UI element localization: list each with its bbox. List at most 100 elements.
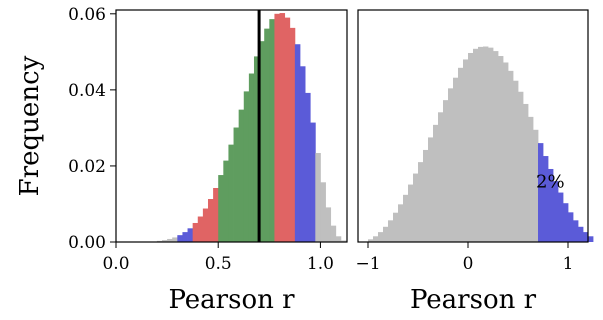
histogram-bar <box>340 240 347 242</box>
histogram-bar <box>498 56 504 243</box>
histogram-bar <box>330 225 337 242</box>
histogram-bar <box>248 73 255 242</box>
left-plot-frame <box>115 9 348 243</box>
histogram-bar <box>187 228 194 242</box>
histogram-bar <box>299 66 306 243</box>
left-histogram-bars <box>156 13 347 243</box>
histogram-bar <box>192 222 199 242</box>
histogram-bar <box>523 103 529 243</box>
histogram-bar <box>243 91 250 242</box>
histogram-bar <box>578 226 584 242</box>
histogram-bar <box>213 187 219 242</box>
right-x-ticks: −1 0 1 <box>355 242 573 274</box>
tail-percentage-annotation: 2% <box>536 172 565 193</box>
histogram-bar <box>563 203 569 242</box>
histogram-bar <box>305 92 311 243</box>
histogram-bar <box>538 143 544 242</box>
histogram-bar <box>518 91 524 242</box>
histogram-bar <box>553 181 559 242</box>
histogram-bar <box>503 62 509 242</box>
y-tick-label: 0.06 <box>68 5 106 25</box>
histogram-bar <box>388 220 394 242</box>
right-histogram-bars <box>368 46 594 243</box>
histogram-bar <box>478 46 484 243</box>
histogram-bar <box>568 212 574 242</box>
histogram-bar <box>488 47 494 242</box>
histogram-bar <box>294 44 301 242</box>
histogram-bar <box>393 212 399 242</box>
histogram-bar <box>182 232 188 242</box>
histogram-bar <box>453 77 459 242</box>
histogram-bar <box>233 127 240 242</box>
histogram-bar <box>197 216 204 242</box>
x-tick-label: 1 <box>563 254 574 274</box>
histogram-bar <box>583 232 589 242</box>
y-axis-title: Frequency <box>15 55 45 196</box>
histogram-bar <box>167 238 173 242</box>
histogram-bar <box>543 156 549 242</box>
histogram-bar <box>428 137 434 242</box>
histogram-bar <box>320 182 326 242</box>
histogram-bar <box>325 207 332 242</box>
histogram-bar <box>418 162 424 242</box>
histogram-bar <box>172 237 178 242</box>
x-tick-label: −1 <box>355 254 380 274</box>
left-x-axis-title: Pearson r <box>168 285 295 315</box>
histogram-bar <box>423 149 429 242</box>
histogram-bar <box>483 46 489 242</box>
histogram-bar <box>177 235 183 242</box>
histogram-bar <box>508 70 514 242</box>
histogram-bar <box>558 192 564 242</box>
right-plot-frame <box>357 9 589 243</box>
histogram-bar <box>468 52 474 242</box>
histogram-bar <box>223 160 229 242</box>
histogram-bar <box>315 153 321 242</box>
histogram-bar <box>438 112 444 242</box>
histogram-bar <box>528 116 534 242</box>
histogram-bar <box>403 194 409 242</box>
histogram-bar <box>383 226 389 242</box>
histogram-bar <box>228 144 234 242</box>
right-histogram-panel: −1 0 1 Pearson r 2% <box>355 9 594 315</box>
histogram-bar <box>448 88 454 243</box>
histogram-bar <box>533 129 539 242</box>
histogram-bar <box>335 236 342 242</box>
histogram-bar <box>264 28 270 243</box>
histogram-bar <box>202 208 209 242</box>
histogram-bar <box>373 236 379 242</box>
y-tick-label: 0.02 <box>68 157 106 177</box>
histogram-bar <box>408 184 414 242</box>
right-x-axis-title: Pearson r <box>410 285 537 315</box>
histogram-bar <box>279 13 286 243</box>
x-tick-label: 0.0 <box>102 254 129 274</box>
histogram-bar <box>398 204 404 242</box>
histogram-bar <box>218 175 224 242</box>
histogram-bar <box>493 51 499 242</box>
histogram-bar <box>289 27 296 242</box>
histogram-bar <box>473 48 479 242</box>
histogram-bar <box>253 56 260 243</box>
y-tick-label: 0.00 <box>68 233 106 253</box>
histogram-bar <box>378 232 384 242</box>
histogram-bar <box>207 199 214 242</box>
left-histogram-panel: 0.0 0.5 1.0 0.00 0.02 0.04 0.06 Pearson r Fre… <box>15 5 348 315</box>
histogram-bar <box>443 100 449 243</box>
histogram-bar <box>259 41 265 242</box>
x-tick-label: 0.5 <box>205 254 232 274</box>
x-tick-label: 0 <box>463 254 474 274</box>
y-tick-label: 0.04 <box>68 81 106 101</box>
histogram-bar <box>458 67 464 242</box>
left-x-ticks: 0.0 0.5 1.0 <box>102 242 334 274</box>
histogram-bar <box>463 59 469 242</box>
histogram-bar <box>161 240 168 242</box>
histogram-bar <box>310 122 316 242</box>
histogram-bar <box>413 173 419 242</box>
histogram-bar <box>548 168 554 242</box>
histogram-bar <box>513 80 519 242</box>
x-tick-label: 1.0 <box>307 254 334 274</box>
histogram-bar <box>433 124 439 242</box>
histogram-bar <box>573 220 579 242</box>
histogram-bar <box>238 109 245 242</box>
histogram-bar <box>274 13 280 242</box>
